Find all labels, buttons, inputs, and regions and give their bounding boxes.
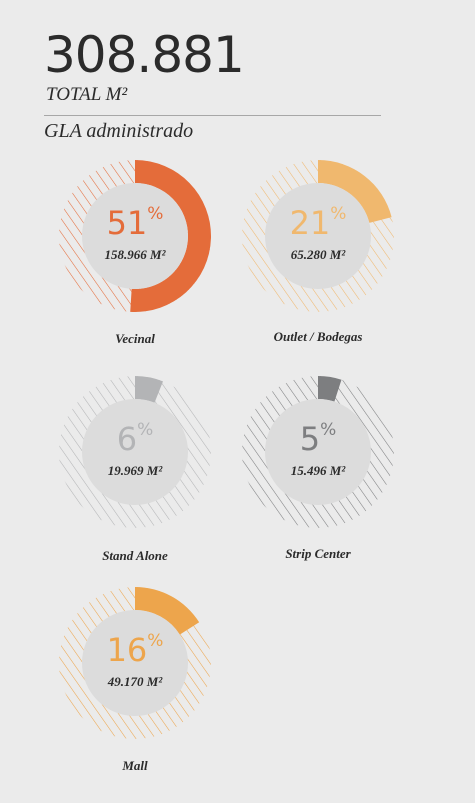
donut-slice <box>135 376 163 403</box>
percent-symbol: % <box>320 420 337 440</box>
area-label: 158.966 M² <box>104 247 166 262</box>
category-label: Strip Center <box>285 546 351 561</box>
donut-vecinal: 51% 158.966 M² <box>58 159 212 313</box>
donut-svg <box>242 160 394 312</box>
percent-symbol: % <box>147 204 164 224</box>
donut-svg <box>59 160 211 312</box>
donut-slice <box>318 376 342 402</box>
donut-svg <box>59 587 211 739</box>
percent-symbol: % <box>330 204 347 224</box>
donut-center <box>265 183 371 289</box>
chart-subtitle: GLA administrado <box>44 120 194 142</box>
donut-mall: 16% 49.170 M² <box>58 586 212 740</box>
donut-center <box>82 183 188 289</box>
donut-stand-alone: 6% 19.969 M² <box>58 375 212 529</box>
donut-center <box>265 399 371 505</box>
percent-label: 21% <box>241 205 395 241</box>
donut-svg <box>242 376 394 528</box>
donut-slice <box>135 587 200 635</box>
category-label: Outlet / Bodegas <box>273 329 363 344</box>
category-label: Stand Alone <box>102 548 168 563</box>
area-label: 15.496 M² <box>290 463 346 478</box>
donut-strip-center: 5% 15.496 M² <box>241 375 395 529</box>
donut-center <box>82 399 188 505</box>
category-label: Mall <box>122 758 148 773</box>
donut-center <box>82 610 188 716</box>
donut-slice <box>130 160 211 312</box>
percent-symbol: % <box>147 631 164 651</box>
percent-symbol: % <box>137 420 154 440</box>
percent-value: 16 <box>106 631 148 669</box>
donut-outlet-bodegas: 21% 65.280 M² <box>241 159 395 313</box>
divider <box>44 115 381 116</box>
donut-svg <box>59 376 211 528</box>
percent-label: 5% <box>241 421 395 457</box>
area-label: 19.969 M² <box>107 463 163 478</box>
total-value: 308.881 <box>44 26 245 84</box>
area-label: 49.170 M² <box>107 674 163 689</box>
percent-label: 51% <box>58 205 212 241</box>
percent-label: 16% <box>58 632 212 668</box>
percent-value: 5 <box>299 420 321 458</box>
percent-value: 51 <box>106 204 148 242</box>
percent-value: 6 <box>116 420 138 458</box>
area-label: 65.280 M² <box>290 247 346 262</box>
percent-value: 21 <box>289 204 331 242</box>
category-label: Vecinal <box>115 331 155 346</box>
total-label: TOTAL M² <box>46 84 128 105</box>
percent-label: 6% <box>58 421 212 457</box>
donut-slice <box>318 160 392 223</box>
